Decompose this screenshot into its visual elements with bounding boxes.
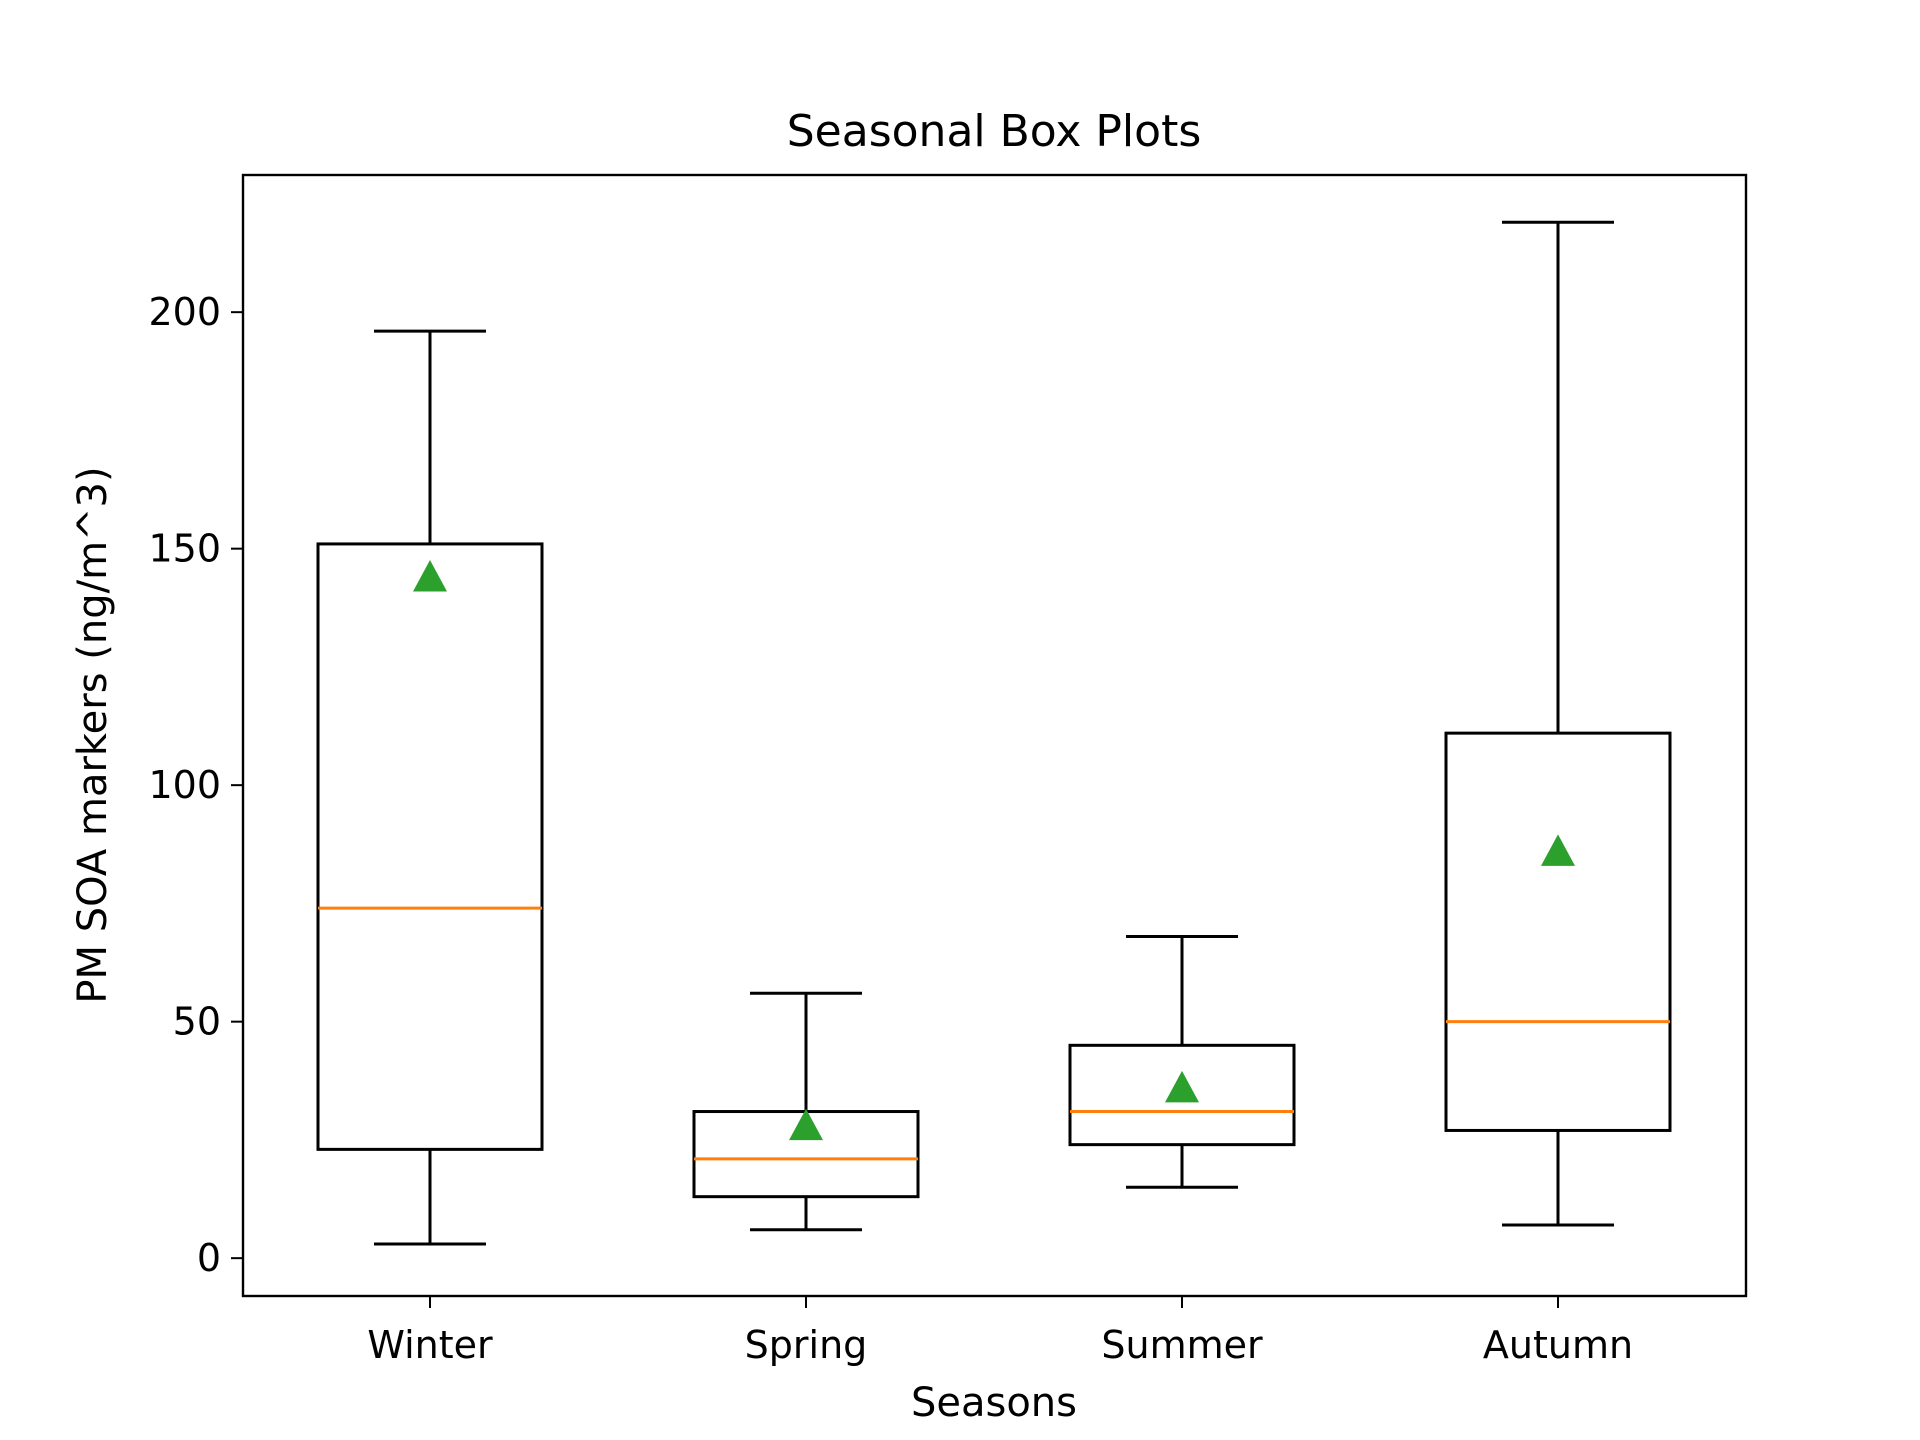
plot-area	[316, 220, 1672, 1246]
x-tick-label: Summer	[1101, 1323, 1263, 1367]
box-group-autumn	[1444, 220, 1672, 1227]
iqr-box	[1444, 731, 1672, 1132]
x-tick-label: Autumn	[1483, 1323, 1633, 1367]
axes-frame	[241, 173, 1748, 1298]
chart-title: Seasonal Box Plots	[787, 106, 1202, 157]
mean-marker	[1165, 1070, 1199, 1103]
y-tick-label: 200	[148, 290, 221, 334]
x-tick-label: Winter	[367, 1323, 493, 1367]
x-axis-label: Seasons	[911, 1380, 1077, 1426]
iqr-box	[316, 542, 544, 1151]
mean-marker	[1541, 834, 1575, 866]
y-tick-label: 0	[197, 1236, 221, 1280]
y-tick-label: 50	[173, 1000, 221, 1044]
x-axis-ticks: Winter Spring Summer Autumn	[367, 1296, 1633, 1367]
iqr-box	[1068, 1043, 1296, 1147]
x-tick-label: Spring	[745, 1323, 868, 1367]
y-axis-label: PM SOA markers (ng/m^3)	[70, 466, 116, 1003]
box-group-winter	[316, 329, 544, 1246]
box-group-spring	[692, 991, 920, 1232]
y-tick-label: 150	[148, 527, 221, 571]
y-axis-ticks: 0 50 100 150 200	[148, 290, 243, 1280]
mean-marker	[789, 1108, 823, 1141]
y-tick-label: 100	[148, 763, 221, 807]
mean-marker	[413, 560, 447, 592]
box-group-summer	[1068, 935, 1296, 1189]
